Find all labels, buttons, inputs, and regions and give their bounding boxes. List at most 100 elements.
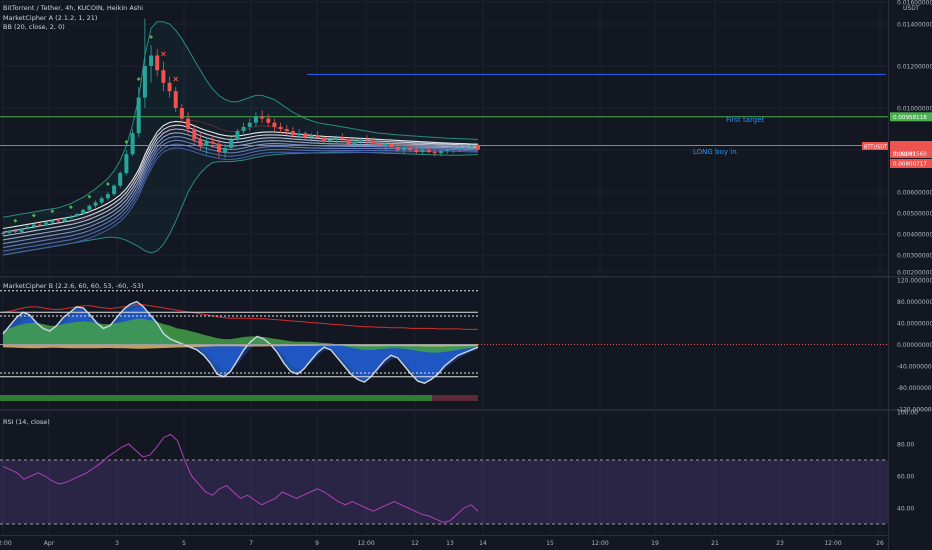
candle-body (56, 220, 61, 222)
rsi-tick-label: 80.00 (897, 442, 914, 449)
buy-signal-dot (13, 218, 18, 223)
symbol-badge (862, 142, 888, 150)
candle-body (408, 147, 413, 150)
candle-body (463, 146, 468, 148)
rsi-tick-label: 100.00 (897, 410, 918, 417)
panel-separator[interactable] (0, 276, 932, 278)
candle-body (260, 116, 265, 119)
candle-body (155, 55, 160, 71)
candle-body (167, 82, 172, 92)
candle-body (309, 135, 314, 138)
candle-body (469, 145, 474, 147)
price-badge-text: 0.00958118 (893, 115, 927, 121)
candle-body (383, 143, 388, 146)
time-tick-label: 19 (651, 540, 659, 547)
ema-line (2, 147, 479, 256)
buy-signal-dot (68, 205, 73, 210)
sell-signal-x (161, 51, 166, 57)
main-legend[interactable]: BitTorrent / Tether, 4h, KUCOIN, Heikin … (3, 4, 143, 12)
indicator-legend-b[interactable]: MarketCipher B (2.2.6, 60, 60, 53, -60, … (3, 282, 144, 290)
candle-body (365, 139, 369, 141)
time-tick-label: Apr (44, 540, 55, 547)
panel-separator[interactable] (0, 409, 932, 411)
time-tick-label: 12:00 (591, 540, 608, 547)
time-tick-label: 23 (776, 540, 784, 547)
candle-body (179, 108, 184, 119)
time-tick-label: 3 (115, 540, 119, 547)
candle-body (247, 122, 252, 127)
price-badge-text: 0.00801560 (893, 152, 927, 158)
candle-body (266, 118, 271, 123)
candle-body (75, 214, 79, 217)
candle-body (426, 150, 431, 153)
candle-body (68, 216, 73, 219)
price-badges: 0.009581180.008214290.0080156001:52:47BT… (862, 112, 932, 168)
wave-fill-1 (3, 301, 478, 384)
time-axis-border (0, 535, 888, 536)
ema-line (2, 128, 479, 237)
candle-body (377, 143, 382, 146)
candle-body (99, 198, 104, 203)
candle-body (62, 218, 67, 222)
indicator-legend-rsi[interactable]: RSI (14, close) (3, 418, 50, 426)
oscillator-tick-label: 0.00000000 (897, 342, 932, 349)
buy-signal-dot (105, 182, 110, 186)
candle-body (414, 150, 419, 153)
candle-body (253, 116, 258, 123)
market-cipher-b (0, 290, 888, 401)
candle-body (161, 70, 166, 83)
horizontal-lines[interactable] (0, 73, 888, 146)
candle-body (38, 224, 42, 226)
candle-body (223, 147, 228, 153)
candle-body (81, 209, 86, 214)
time-axis[interactable]: 12:00 Apr 3 5 7 9 12:00 12 13 14 15 12:00 19 21 23 12:0… (0, 540, 884, 547)
time-tick-label: 12 (411, 540, 419, 547)
price-tick-label: 0.00200000 (897, 270, 932, 277)
vwap-fill (3, 344, 478, 349)
candle-body (451, 148, 456, 150)
oscillator-axis[interactable]: 120.00000000 80.00000000 40.00000000 0.0000… (897, 278, 932, 414)
candle-body (13, 230, 18, 232)
countdown-text: 01:52:47 (893, 152, 915, 158)
candle-body (229, 139, 234, 148)
rsi-tick-label: 60.00 (897, 474, 914, 481)
rsi-axis[interactable]: 100.00 80.00 60.00 40.00 (897, 410, 918, 513)
buy-signal-dot (136, 77, 141, 81)
oscillator-tick-label: 80.00000000 (897, 299, 932, 306)
price-tick-label: 0.00500000 (897, 211, 932, 218)
ema-line (2, 124, 479, 233)
indicator-legend-a[interactable]: MarketCipher A (2.1.2, 1, 21) (3, 14, 97, 22)
candle-body (105, 194, 110, 199)
first-target-label: First target (726, 116, 764, 124)
candle-body (315, 135, 320, 138)
candle-body (210, 141, 215, 144)
indicator-legend-bb[interactable]: BB (20, close, 2, 0) (3, 23, 65, 31)
price-tick-label: 0.00300000 (897, 253, 932, 260)
buy-signal-dot (31, 213, 36, 218)
candle-body (142, 66, 147, 98)
candle-body (31, 224, 36, 227)
currency-label: USDT (903, 5, 920, 12)
rsi-band (0, 460, 888, 524)
time-tick-label: 12:00 (824, 540, 841, 547)
ema-line (2, 120, 479, 230)
candle-body (432, 152, 437, 154)
buy-signal-dot (149, 35, 154, 39)
price-badge-text: 0.00800717 (893, 162, 927, 168)
oscillator-tick-label: -80.00000000 (897, 385, 932, 392)
trend-bar-green (0, 395, 432, 401)
time-tick-label: 15 (546, 540, 554, 547)
wt1-line (2, 300, 479, 384)
candle-body (358, 139, 363, 142)
time-tick-label: 9 (315, 540, 319, 547)
candle-body (192, 129, 197, 140)
oscillator-tick-label: 120.00000000 (897, 278, 932, 285)
time-tick-label: 12:00 (0, 540, 12, 547)
candle-body (420, 150, 425, 153)
candle-body (112, 185, 117, 195)
time-tick-label: 7 (249, 540, 253, 547)
price-tick-label: 0.01400000 (897, 22, 932, 29)
candle-body (44, 222, 49, 226)
